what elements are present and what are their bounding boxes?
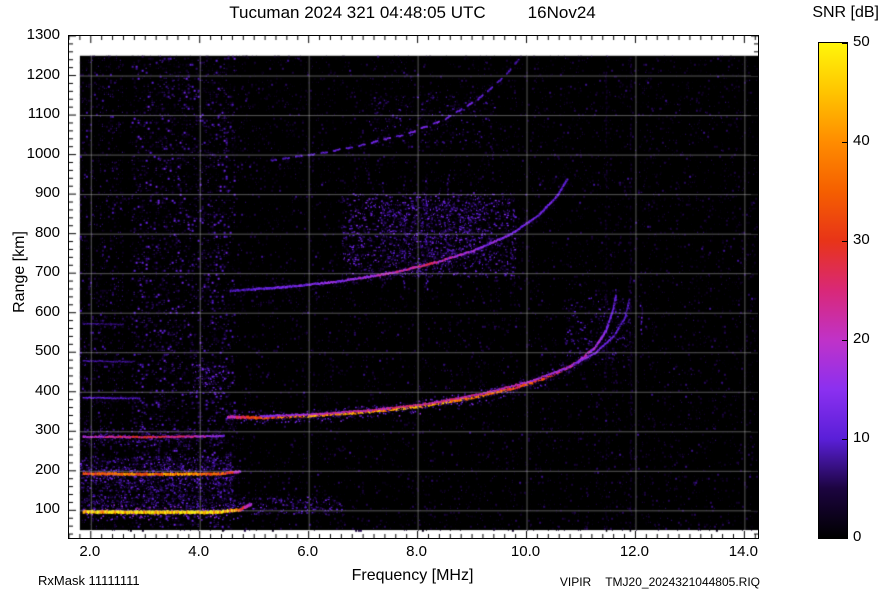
x-tick-label: 2.0 <box>79 543 101 560</box>
colorbar-tick-label: 50 <box>853 33 870 50</box>
y-tick-label: 100 <box>34 500 60 518</box>
y-tick-label: 200 <box>34 460 60 478</box>
colorbar-tick-label: 20 <box>853 330 870 347</box>
colorbar-tick-label: 40 <box>853 132 870 149</box>
y-tick-label: 1000 <box>26 144 60 162</box>
y-tick-label: 900 <box>34 184 60 202</box>
title-date: 16Nov24 <box>527 3 596 22</box>
colorbar <box>818 42 848 539</box>
y-tick-label: 300 <box>34 421 60 439</box>
colorbar-tick-mark <box>842 241 847 242</box>
x-axis-label: Frequency [MHz] <box>351 567 474 584</box>
colorbar-tick-mark <box>842 340 847 341</box>
y-tick-label: 1200 <box>26 65 60 83</box>
y-tick-labels: 100 200 300 400 500 600 700 800 900 1000 1100 1200 1… <box>0 0 62 595</box>
ionogram-canvas <box>69 36 758 538</box>
file-info: VIPIR TMJ20_2024321044805.RIQ <box>560 575 760 589</box>
x-tick-label: 6.0 <box>297 543 319 560</box>
y-tick-label: 500 <box>34 342 60 360</box>
colorbar-tick-label: 30 <box>853 231 870 248</box>
colorbar-tick-label: 10 <box>853 429 870 446</box>
x-tick-label: 4.0 <box>188 543 210 560</box>
colorbar-gradient <box>819 43 847 538</box>
x-tick-label: 8.0 <box>406 543 427 560</box>
y-tick-label: 1100 <box>27 105 60 123</box>
colorbar-tick-mark <box>842 43 847 44</box>
instrument-label: VIPIR <box>559 575 592 589</box>
colorbar-title: SNR [dB] <box>812 4 879 21</box>
y-tick-label: 600 <box>34 302 60 320</box>
rxmask-label: RxMask 11111111 <box>38 573 140 588</box>
x-tick-label: 10.0 <box>510 543 541 560</box>
y-tick-label: 700 <box>34 263 60 281</box>
x-tick-label: 12.0 <box>619 543 650 560</box>
filename-label: TMJ20_2024321044805.RIQ <box>605 575 760 589</box>
colorbar-tick-mark <box>842 536 847 537</box>
x-tick-label: 14.0 <box>728 543 758 560</box>
y-tick-label: 400 <box>34 381 60 399</box>
y-tick-label: 1300 <box>26 26 60 43</box>
colorbar-tick-labels: 0 10 20 30 40 50 <box>853 33 883 545</box>
y-tick-label: 800 <box>34 223 60 241</box>
colorbar-tick-mark <box>842 142 847 143</box>
plot-frame <box>68 35 759 539</box>
title-text: Tucuman 2024 321 04:48:05 UTC <box>229 3 486 22</box>
plot-title: Tucuman 2024 321 04:48:05 UTC 16Nov24 <box>68 3 757 23</box>
colorbar-tick-label: 0 <box>853 528 862 545</box>
colorbar-tick-mark <box>842 439 847 440</box>
